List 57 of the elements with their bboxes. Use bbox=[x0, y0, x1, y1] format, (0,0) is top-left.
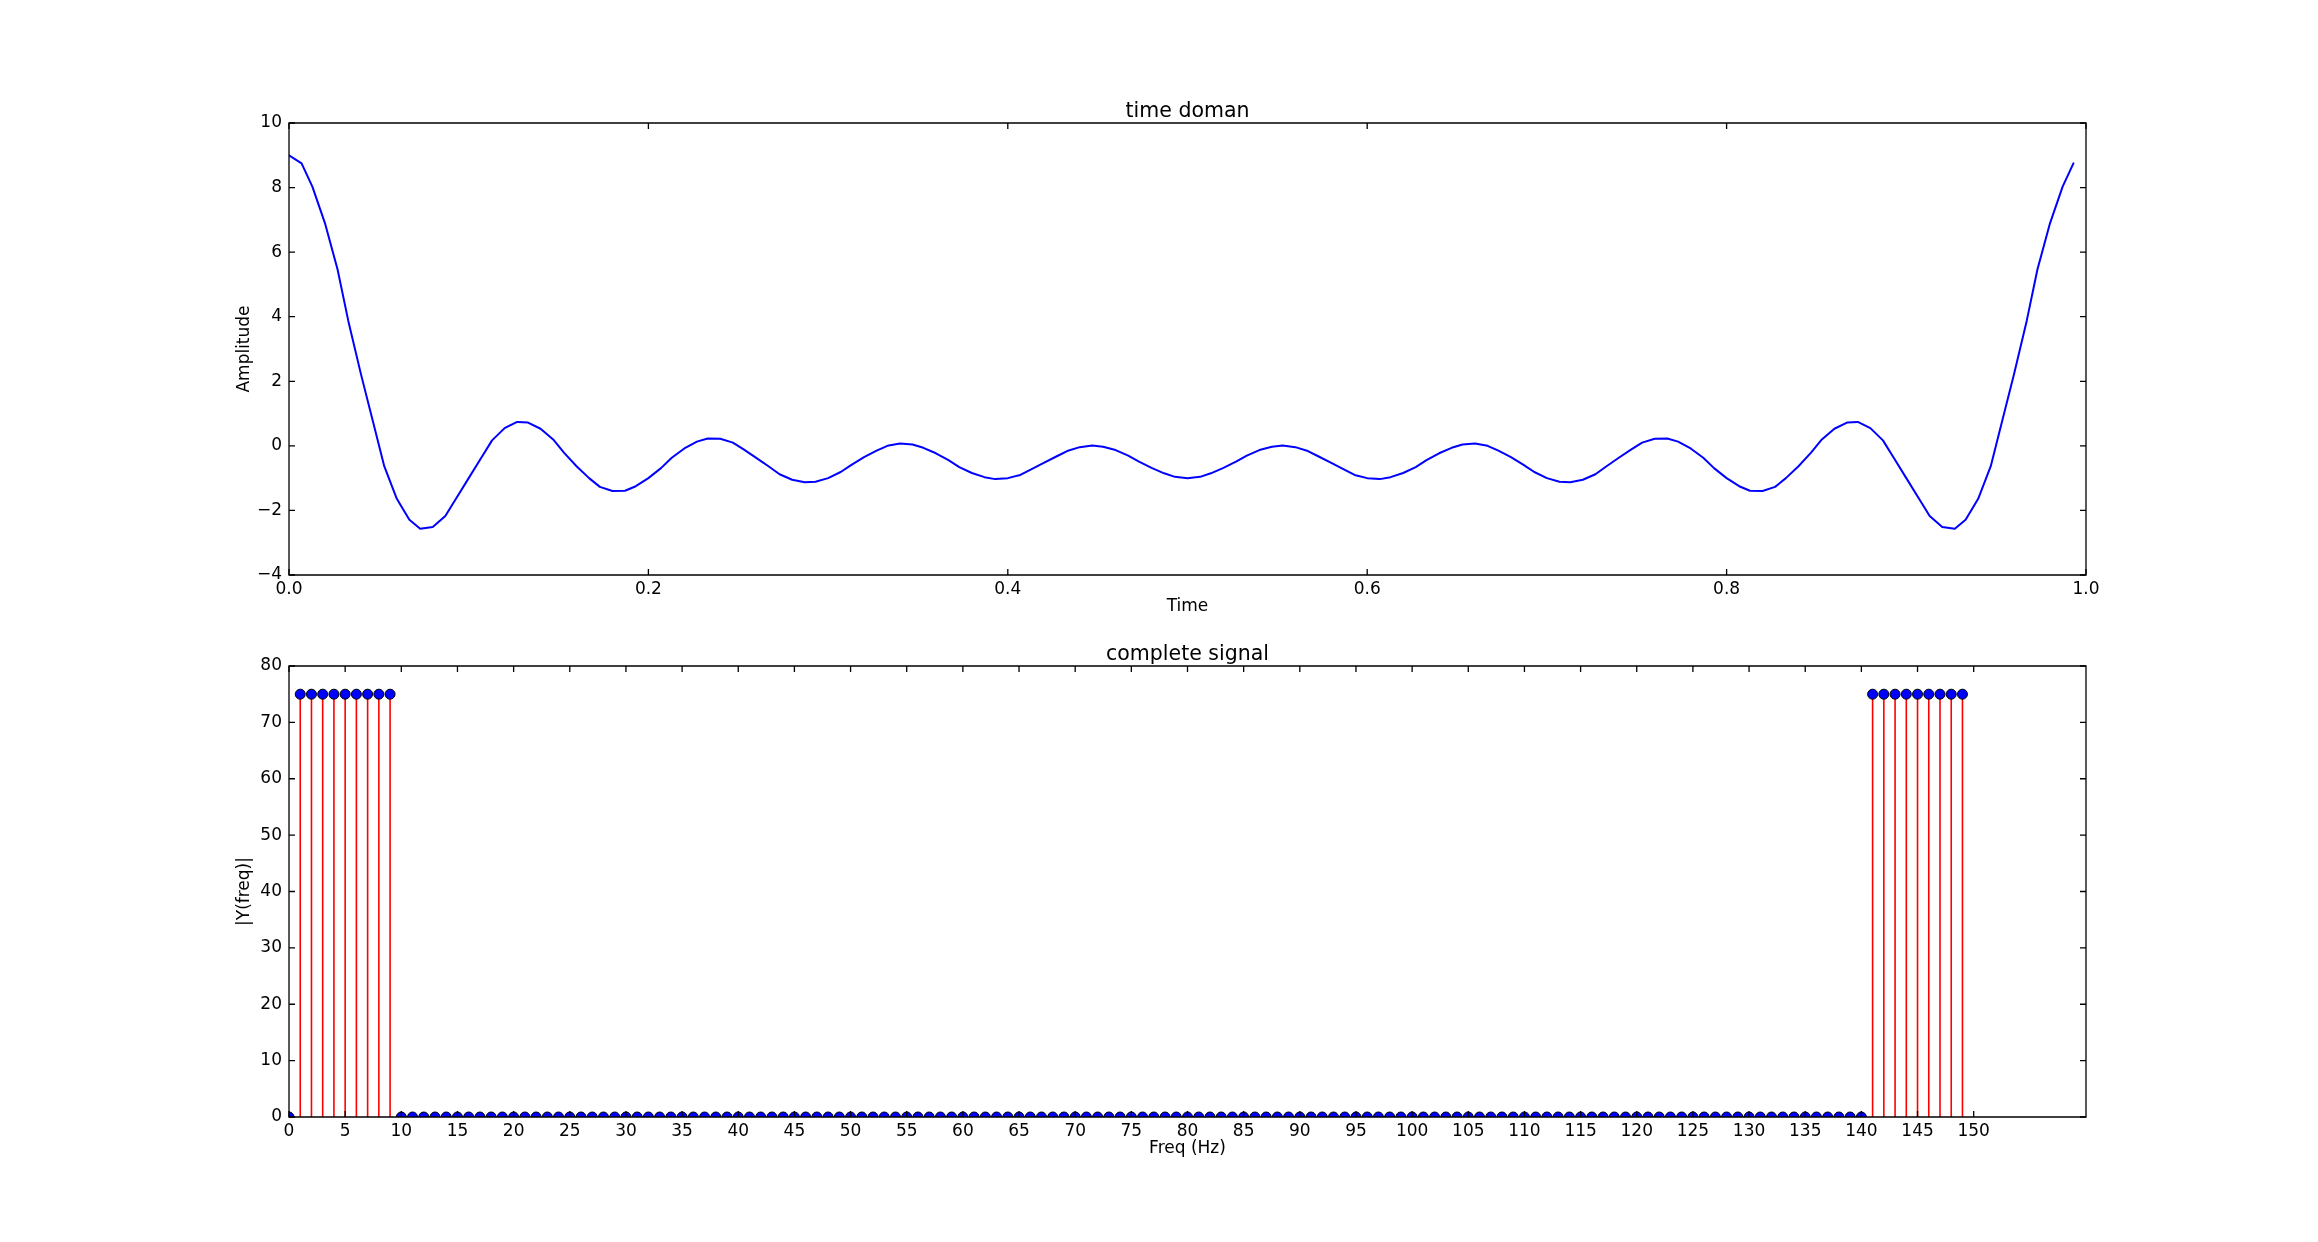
x-tick-label: 0.8 bbox=[1713, 577, 1741, 598]
x-tick-label: 120 bbox=[1620, 1119, 1653, 1140]
x-axis-title: Time bbox=[1165, 595, 1209, 616]
y-tick-label: 20 bbox=[260, 992, 282, 1013]
x-tick-label: 65 bbox=[1008, 1119, 1030, 1140]
x-tick-label: 5 bbox=[339, 1119, 351, 1140]
x-tick-label: 0.6 bbox=[1353, 577, 1381, 598]
x-tick-label: 10 bbox=[390, 1119, 413, 1140]
y-tick-label: 10 bbox=[260, 1049, 282, 1070]
x-axis-title: Freq (Hz) bbox=[1149, 1137, 1226, 1158]
y-tick-label: 6 bbox=[271, 240, 282, 261]
y-tick-label: 70 bbox=[260, 710, 282, 731]
x-tick-label: 150 bbox=[1957, 1119, 1990, 1140]
x-tick-label: 0.2 bbox=[634, 577, 662, 598]
x-tick-label: 55 bbox=[895, 1119, 918, 1140]
y-tick-label: 80 bbox=[260, 654, 282, 675]
y-tick-label: 0 bbox=[271, 434, 282, 455]
y-tick-label: 8 bbox=[271, 175, 282, 196]
x-tick-label: 125 bbox=[1676, 1119, 1710, 1140]
x-tick-label: 80 bbox=[1176, 1119, 1199, 1140]
x-tick-label: 130 bbox=[1732, 1119, 1766, 1140]
y-tick-label: 60 bbox=[260, 767, 282, 788]
x-tick-label: 105 bbox=[1452, 1119, 1485, 1140]
y-tick-label: 40 bbox=[260, 879, 282, 900]
chart-title: complete signal bbox=[1106, 641, 1269, 665]
x-tick-label: 50 bbox=[839, 1119, 862, 1140]
x-tick-label: 15 bbox=[446, 1119, 469, 1140]
y-tick-label: 2 bbox=[271, 369, 282, 390]
x-tick-label: 1.0 bbox=[2072, 577, 2100, 598]
x-tick-label: 30 bbox=[615, 1119, 637, 1140]
x-tick-label: 140 bbox=[1845, 1119, 1878, 1140]
x-tick-label: 110 bbox=[1508, 1119, 1541, 1140]
x-tick-label: 70 bbox=[1064, 1119, 1087, 1140]
x-tick-label: 60 bbox=[952, 1119, 974, 1140]
x-tick-label: 25 bbox=[558, 1119, 581, 1140]
x-tick-label: 145 bbox=[1901, 1119, 1934, 1140]
x-tick-label: 85 bbox=[1232, 1119, 1255, 1140]
x-tick-label: 0.4 bbox=[994, 577, 1022, 598]
chart-title: time doman bbox=[1125, 98, 1250, 122]
x-tick-label: 95 bbox=[1345, 1119, 1367, 1140]
x-tick-label: 45 bbox=[783, 1119, 806, 1140]
x-tick-label: 135 bbox=[1788, 1119, 1822, 1140]
y-axis-title: |Y(freq)| bbox=[233, 857, 254, 926]
x-tick-label: 20 bbox=[502, 1119, 525, 1140]
y-tick-label: 0 bbox=[271, 1105, 282, 1126]
x-tick-label: 115 bbox=[1564, 1119, 1597, 1140]
y-tick-label: 4 bbox=[271, 305, 282, 326]
x-tick-label: 35 bbox=[671, 1119, 693, 1140]
x-tick-label: 75 bbox=[1120, 1119, 1143, 1140]
y-axis-title: Amplitude bbox=[233, 305, 254, 393]
x-tick-label: 100 bbox=[1395, 1119, 1429, 1140]
x-tick-label: 40 bbox=[727, 1119, 750, 1140]
y-tick-label: 10 bbox=[260, 111, 282, 132]
y-tick-label: 30 bbox=[260, 936, 282, 957]
y-tick-label: 50 bbox=[260, 823, 282, 844]
y-tick-label: −2 bbox=[256, 498, 282, 519]
x-tick-label: 90 bbox=[1288, 1119, 1311, 1140]
